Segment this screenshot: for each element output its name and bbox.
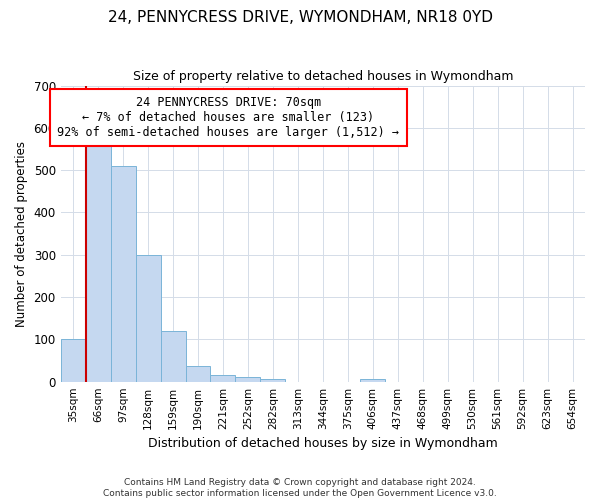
X-axis label: Distribution of detached houses by size in Wymondham: Distribution of detached houses by size … — [148, 437, 498, 450]
Text: 24 PENNYCRESS DRIVE: 70sqm
← 7% of detached houses are smaller (123)
92% of semi: 24 PENNYCRESS DRIVE: 70sqm ← 7% of detac… — [58, 96, 400, 139]
Bar — [161, 331, 185, 382]
Title: Size of property relative to detached houses in Wymondham: Size of property relative to detached ho… — [133, 70, 513, 83]
Bar — [136, 255, 161, 382]
Bar — [360, 378, 385, 382]
Text: Contains HM Land Registry data © Crown copyright and database right 2024.
Contai: Contains HM Land Registry data © Crown c… — [103, 478, 497, 498]
Bar — [211, 376, 235, 382]
Y-axis label: Number of detached properties: Number of detached properties — [15, 140, 28, 326]
Bar — [235, 378, 260, 382]
Bar — [185, 366, 211, 382]
Bar — [260, 378, 286, 382]
Bar — [110, 166, 136, 382]
Bar — [61, 340, 86, 382]
Text: 24, PENNYCRESS DRIVE, WYMONDHAM, NR18 0YD: 24, PENNYCRESS DRIVE, WYMONDHAM, NR18 0Y… — [107, 10, 493, 25]
Bar — [86, 138, 110, 382]
